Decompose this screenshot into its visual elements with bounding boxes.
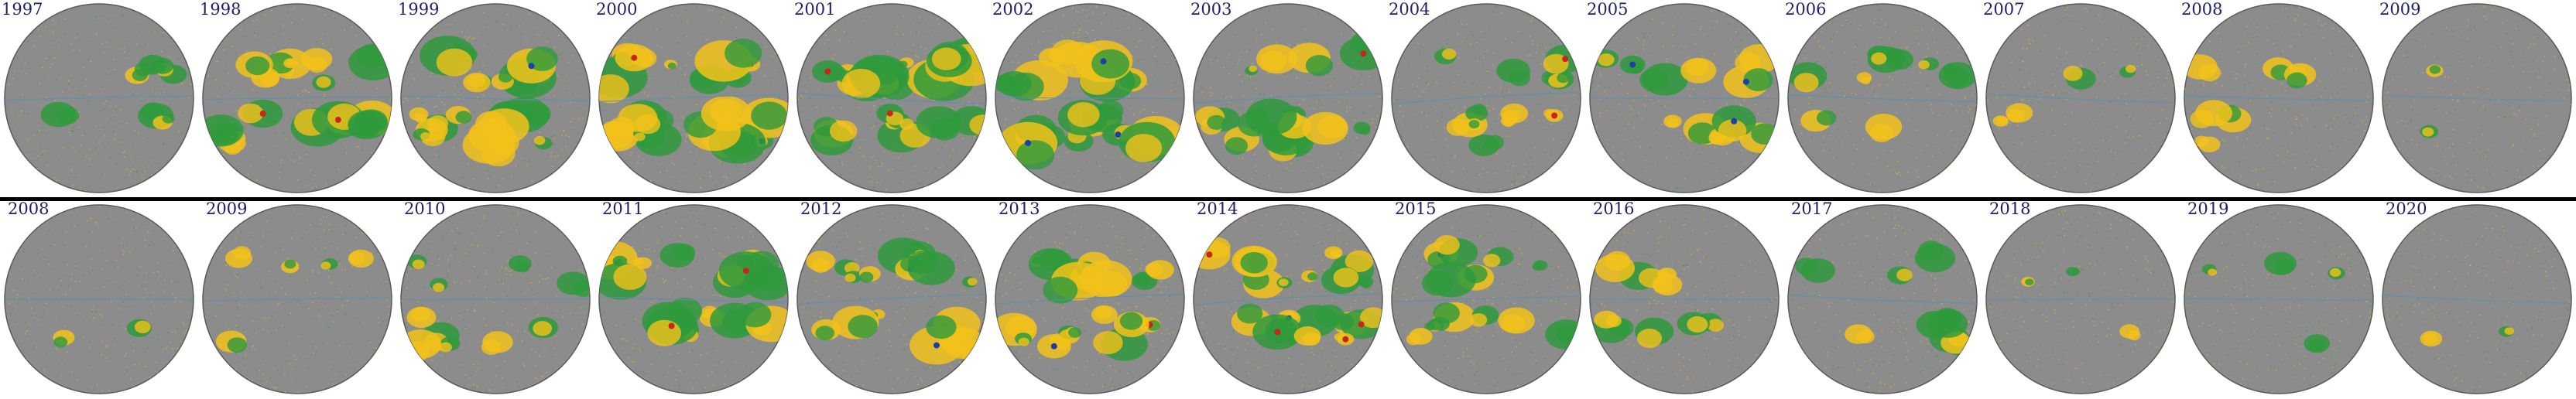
equator-line (1392, 91, 1581, 105)
sun-disk-panel (1787, 3, 1978, 193)
solar-disk (1787, 3, 1978, 193)
year-label: 2019 (2187, 200, 2229, 218)
sun-disk-panel (995, 3, 1185, 193)
year-label: 2002 (992, 0, 1034, 19)
solar-disk (1193, 3, 1383, 193)
equator-line (1590, 298, 1779, 301)
equator-line (401, 298, 590, 301)
solar-disk (1985, 3, 2176, 193)
solar-disk (2382, 3, 2572, 193)
year-label: 1998 (200, 0, 242, 19)
sun-disk-panel (796, 204, 987, 394)
equator-line (1986, 93, 2175, 104)
equator-line (203, 297, 392, 302)
year-label: 2014 (1197, 200, 1238, 218)
solar-disk (4, 3, 194, 193)
sun-disk-panel (202, 204, 392, 394)
solar-disk (2184, 3, 2374, 193)
sun-disk-panel (2184, 3, 2374, 193)
year-label: 2008 (8, 200, 50, 218)
equator-line (995, 293, 1184, 305)
solar-disk (1391, 3, 1581, 193)
year-label: 2009 (206, 200, 248, 218)
sun-disk-panel (2382, 3, 2572, 193)
sun-disk-panel (400, 204, 591, 394)
equator-line (599, 296, 788, 302)
year-label: 2012 (800, 200, 842, 218)
year-label: 2003 (1190, 0, 1232, 19)
equator-line (1788, 294, 1977, 305)
year-label: 2009 (2379, 0, 2421, 19)
equator-line (5, 95, 194, 101)
equator-line (1986, 298, 2175, 301)
equator-line (203, 96, 392, 101)
equator-line (1194, 92, 1382, 104)
sun-disk-panel (4, 3, 194, 193)
solar-disk (1391, 204, 1581, 394)
year-label: 2011 (602, 200, 644, 218)
sun-disk-panel (1589, 204, 1780, 394)
equator-line (2184, 298, 2373, 301)
equator-line (797, 294, 986, 305)
equator-line (1788, 94, 1977, 102)
equator-line (1194, 293, 1382, 305)
sun-disk-panel (1193, 204, 1383, 394)
row-divider (0, 197, 2576, 201)
year-label: 2007 (1983, 0, 2025, 19)
year-label: 2006 (1785, 0, 1827, 19)
equator-line (797, 92, 986, 104)
equator-line (995, 97, 1184, 100)
equator-line (2184, 95, 2373, 101)
year-label: 2017 (1791, 200, 1833, 218)
year-label: 2004 (1389, 0, 1430, 19)
equator-line (1590, 97, 1779, 100)
year-label: 2001 (794, 0, 836, 19)
solar-disk (1193, 204, 1383, 394)
sun-disk-panel (2184, 204, 2374, 394)
sun-disk-panel (202, 3, 392, 193)
year-label: 2000 (596, 0, 638, 19)
sun-disk-panel (1787, 204, 1978, 394)
equator-line (2382, 94, 2571, 102)
sun-disk-panel (1589, 3, 1780, 193)
sun-disk-panel (598, 3, 789, 193)
year-label: 2013 (999, 200, 1040, 218)
sun-disk-panel (1193, 3, 1383, 193)
solar-disk (1787, 204, 1978, 394)
equator-line (1392, 295, 1581, 303)
year-label: 1997 (2, 0, 43, 19)
solar-disk (598, 3, 789, 193)
year-label: 2020 (2386, 200, 2427, 218)
equator-line (2382, 295, 2571, 304)
sun-disk-panel (2382, 204, 2572, 394)
year-label: 2010 (404, 200, 446, 218)
solar-disk (995, 204, 1185, 394)
year-label: 2008 (2181, 0, 2223, 19)
year-label: 2018 (1989, 200, 2031, 218)
solar-disk (796, 204, 987, 394)
sun-disk-panel (400, 3, 591, 193)
sun-disk-panel (598, 204, 789, 394)
sun-disk-panel (1391, 204, 1581, 394)
sun-disk-panel (1985, 3, 2176, 193)
equator-line (401, 95, 590, 101)
equator-line (599, 94, 788, 103)
solar-disk (2382, 204, 2572, 394)
sun-disk-panel (995, 204, 1185, 394)
year-label: 2016 (1593, 200, 1635, 218)
year-label: 2005 (1587, 0, 1629, 19)
sun-disk-panel (796, 3, 987, 193)
sun-disk-panel (4, 204, 194, 394)
sun-disk-panel (1391, 3, 1581, 193)
year-label: 1999 (398, 0, 440, 19)
sun-disk-panel (1985, 204, 2176, 394)
year-label: 2015 (1395, 200, 1437, 218)
